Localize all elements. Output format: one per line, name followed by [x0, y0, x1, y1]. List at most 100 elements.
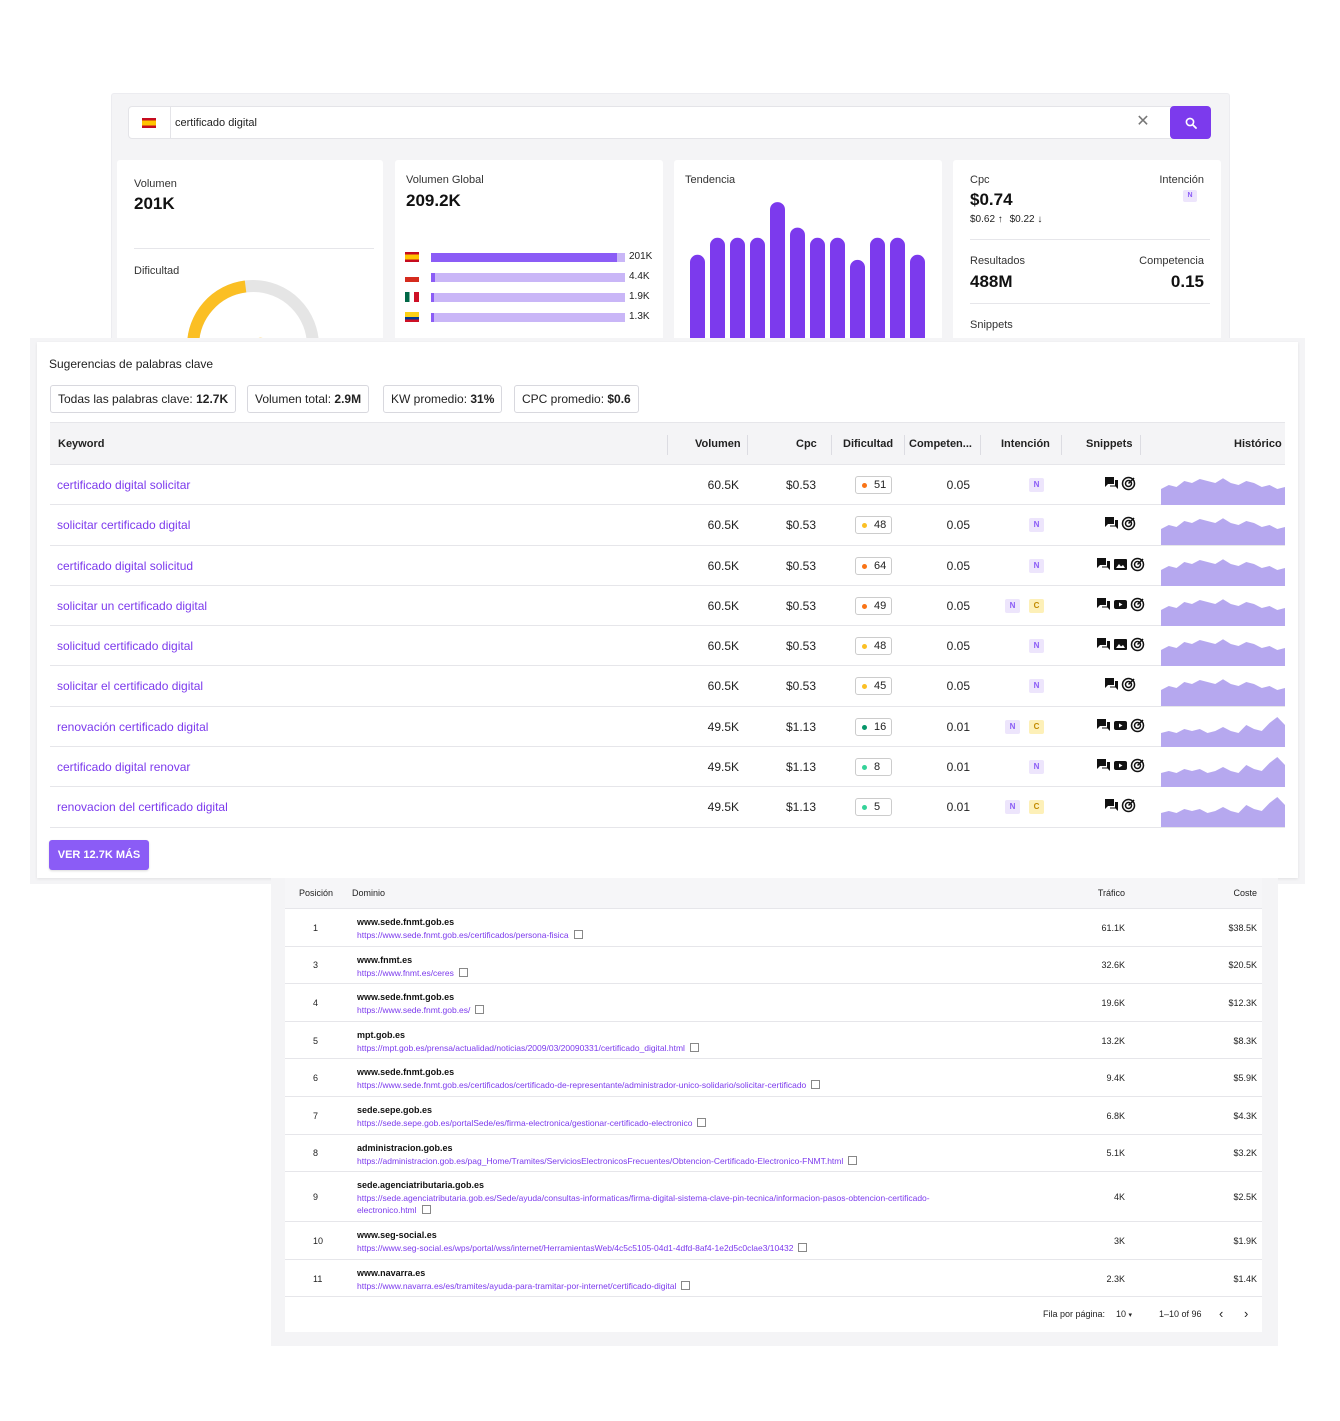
search-input[interactable] — [175, 114, 1075, 132]
keyword-link[interactable]: renovación certificado digital — [57, 719, 209, 734]
see-more-button[interactable]: VER 12.7K MÁS — [49, 840, 149, 870]
result-url[interactable]: https://sede.sepe.gob.es/portalSede/es/f… — [357, 1117, 977, 1129]
table-row[interactable]: solicitud certificado digital 60.5K $0.53 4… — [50, 626, 1285, 667]
domain-name: sede.agenciatributaria.gob.es — [357, 1180, 485, 1191]
keyword-link[interactable]: solicitar un certificado digital — [57, 598, 208, 613]
col-volume[interactable]: Volumen — [695, 438, 741, 450]
col-cpc[interactable]: Cpc — [796, 438, 817, 450]
result-url[interactable]: https://www.seg-social.es/wps/portal/wss… — [357, 1242, 977, 1254]
domain-name: mpt.gob.es — [357, 1029, 406, 1040]
result-url[interactable]: https://administracion.gob.es/pag_Home/T… — [357, 1155, 977, 1167]
result-url-text[interactable]: https://www.sede.fnmt.gob.es/certificado… — [357, 930, 569, 940]
intent-badge: C — [1029, 800, 1044, 815]
spain-flag-icon[interactable] — [142, 118, 156, 128]
table-row[interactable]: certificado digital renovar 49.5K $1.13 8 0.… — [50, 747, 1285, 788]
history-sparkline — [1161, 679, 1285, 707]
external-link-icon[interactable] — [697, 1117, 707, 1127]
video-icon — [1113, 761, 1127, 771]
table-row[interactable]: solicitar un certificado digital 60.5K $0.… — [50, 586, 1285, 627]
table-row[interactable]: 11 www.navarra.es https://www.navarra.es/e… — [285, 1260, 1262, 1298]
chat-icon — [1105, 678, 1118, 691]
clock-icon — [1130, 597, 1144, 612]
result-url-text[interactable]: https://administracion.gob.es/pag_Home/T… — [357, 1155, 844, 1166]
external-link-icon[interactable] — [475, 1005, 485, 1015]
result-url[interactable]: https://mpt.gob.es/prensa/actualidad/not… — [357, 1042, 977, 1054]
external-link-icon[interactable] — [681, 1280, 691, 1290]
external-link-icon[interactable] — [421, 1205, 431, 1215]
col-position[interactable]: Posición — [299, 888, 334, 898]
chip-kw-average: KW promedio: 31% — [383, 385, 503, 413]
external-link-icon[interactable] — [458, 967, 468, 977]
table-row[interactable]: 9 sede.agenciatributaria.gob.es https://se… — [285, 1172, 1262, 1223]
keyword-link[interactable]: renovacion del certificado digital — [57, 800, 228, 815]
result-url-text[interactable]: https://www.sede.fnmt.gob.es/ — [357, 1005, 471, 1016]
difficulty-badge: 48 — [855, 637, 892, 656]
col-cost[interactable]: Coste — [1233, 888, 1257, 898]
traffic-cell: 6.8K — [1106, 1110, 1125, 1121]
col-competition[interactable]: Competen... — [909, 438, 972, 450]
table-row[interactable]: solicitar certificado digital 60.5K $0.53 4… — [50, 505, 1285, 546]
competition-cell: 0.05 — [946, 558, 970, 573]
result-url[interactable]: https://www.sede.fnmt.gob.es/certificado… — [357, 929, 977, 941]
result-url[interactable]: https://www.navarra.es/es/tramites/ayuda… — [357, 1280, 977, 1292]
table-row[interactable]: 5 mpt.gob.es https://mpt.gob.es/prensa/act… — [285, 1022, 1262, 1060]
result-url[interactable]: https://www.sede.fnmt.gob.es/ — [357, 1004, 977, 1016]
results-value: 488M — [970, 272, 1013, 291]
result-url[interactable]: https://www.sede.fnmt.gob.es/certificado… — [357, 1079, 977, 1091]
col-history[interactable]: Histórico — [1234, 438, 1282, 450]
global-volume-value: 209.2K — [406, 191, 461, 210]
keyword-link[interactable]: solicitud certificado digital — [57, 639, 194, 654]
keyword-link[interactable]: solicitar certificado digital — [57, 518, 191, 533]
competition-cell: 0.01 — [946, 760, 970, 775]
col-domain[interactable]: Dominio — [352, 888, 386, 898]
table-row[interactable]: 7 sede.sepe.gob.es https://sede.sepe.gob.e… — [285, 1097, 1262, 1135]
keyword-link[interactable]: certificado digital solicitud — [57, 558, 194, 573]
table-row[interactable]: renovación certificado digital 49.5K $1.13… — [50, 707, 1285, 748]
col-difficulty[interactable]: Dificultad — [843, 438, 894, 450]
table-row[interactable]: solicitar el certificado digital 60.5K $0.… — [50, 666, 1285, 707]
traffic-cell: 2.3K — [1106, 1273, 1125, 1284]
table-row[interactable]: 6 www.sede.fnmt.gob.es https://www.sede.fn… — [285, 1059, 1262, 1097]
volume-cell: 49.5K — [707, 800, 739, 815]
result-url-text[interactable]: https://sede.sepe.gob.es/portalSede/es/f… — [357, 1117, 693, 1128]
results-label: Resultados — [970, 255, 1026, 267]
trend-bar — [730, 237, 745, 344]
rows-per-page-select[interactable]: 10 ▾ — [1116, 1309, 1133, 1319]
table-row[interactable]: 4 www.sede.fnmt.gob.es https://www.sede.fn… — [285, 984, 1262, 1022]
table-row[interactable]: 3 www.fnmt.es https://www.fnmt.es/ceres 32.… — [285, 947, 1262, 985]
result-url-text[interactable]: https://sede.agenciatributaria.gob.es/Se… — [357, 1193, 930, 1216]
serp-results-panel: Posición Dominio Tráfico Coste 1 www.sede… — [271, 878, 1278, 1346]
chevron-left-icon[interactable]: ‹ — [1219, 1306, 1224, 1321]
result-url-text[interactable]: https://www.sede.fnmt.gob.es/certificado… — [357, 1080, 807, 1091]
result-url[interactable]: https://www.fnmt.es/ceres — [357, 967, 977, 979]
table-row[interactable]: 8 administracion.gob.es https://administra… — [285, 1135, 1262, 1173]
table-row[interactable]: renovacion del certificado digital 49.5K $… — [50, 787, 1285, 828]
result-url-text[interactable]: https://www.navarra.es/es/tramites/ayuda… — [357, 1280, 677, 1291]
external-link-icon[interactable] — [689, 1042, 699, 1052]
col-traffic[interactable]: Tráfico — [1097, 888, 1125, 898]
col-snippets[interactable]: Snippets — [1086, 438, 1133, 450]
col-intent[interactable]: Intención — [1001, 438, 1050, 450]
search-button[interactable] — [1170, 106, 1211, 139]
keyword-link[interactable]: certificado digital solicitar — [57, 478, 191, 492]
external-link-icon[interactable] — [573, 930, 583, 939]
chevron-right-icon[interactable]: › — [1244, 1306, 1249, 1321]
search-icon — [1185, 117, 1197, 129]
table-row[interactable]: certificado digital solicitar 60.5K $0.53 5… — [50, 465, 1285, 506]
table-row[interactable]: 1 www.sede.fnmt.gob.es https://www.sede.fn… — [285, 909, 1262, 947]
result-url[interactable]: https://sede.agenciatributaria.gob.es/Se… — [357, 1192, 977, 1216]
keyword-link[interactable]: certificado digital renovar — [57, 760, 191, 775]
result-url-text[interactable]: https://www.seg-social.es/wps/portal/wss… — [357, 1243, 794, 1254]
external-link-icon[interactable] — [811, 1080, 821, 1090]
table-row[interactable]: certificado digital solicitud 60.5K $0.53 6… — [50, 546, 1285, 586]
external-link-icon[interactable] — [798, 1243, 808, 1253]
trend-bar — [870, 237, 885, 344]
external-link-icon[interactable] — [848, 1155, 858, 1165]
result-url-text[interactable]: https://www.fnmt.es/ceres — [357, 967, 454, 978]
result-url-text[interactable]: https://mpt.gob.es/prensa/actualidad/not… — [357, 1042, 685, 1053]
history-sparkline — [1161, 639, 1285, 667]
table-row[interactable]: 10 www.seg-social.es https://www.seg-socia… — [285, 1222, 1262, 1260]
keyword-link[interactable]: solicitar el certificado digital — [57, 679, 204, 694]
col-keyword[interactable]: Keyword — [58, 438, 105, 450]
close-icon[interactable]: ✕ — [1136, 113, 1150, 130]
